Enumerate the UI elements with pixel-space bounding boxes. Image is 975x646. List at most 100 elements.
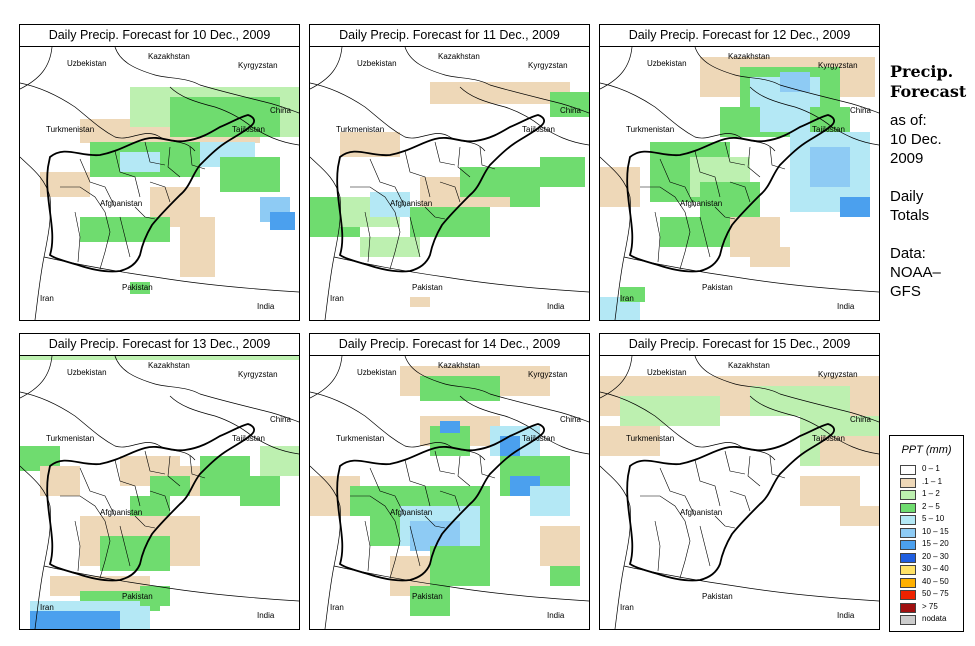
label-tajikistan: Tajikistan [232, 434, 265, 443]
border-line [20, 356, 53, 399]
border-line [251, 435, 299, 455]
province-line [364, 520, 371, 572]
label-uzbekistan: Uzbekistan [67, 368, 107, 377]
label-tajikistan: Tajikistan [812, 125, 845, 134]
as-of-date-line1: 10 Dec. [890, 131, 942, 148]
province-line [350, 495, 396, 522]
province-line [144, 141, 166, 166]
legend-swatch [900, 465, 916, 475]
label-kazakhstan: Kazakhstan [728, 52, 770, 61]
border-line [600, 156, 631, 320]
border-line [333, 256, 589, 293]
label-iran: Iran [40, 294, 54, 303]
country-labels: Kazakhstan Uzbekistan Kyrgyzstan China Turkm… [620, 361, 871, 620]
label-pakistan: Pakistan [412, 592, 443, 601]
precip-field [600, 57, 875, 320]
province-line [659, 467, 696, 517]
precip-cell [170, 97, 280, 137]
border-line [251, 126, 299, 146]
border-line [333, 565, 589, 602]
label-india: India [547, 611, 565, 620]
province-line [404, 459, 431, 507]
border-line [404, 356, 589, 423]
label-kazakhstan: Kazakhstan [728, 361, 770, 370]
province-line [434, 450, 456, 475]
precip-cell [410, 207, 490, 237]
border-line [310, 465, 341, 629]
country-labels: Kazakhstan Uzbekistan Kyrgyzstan China Turkm… [330, 52, 581, 311]
precip-cell [600, 167, 640, 207]
label-kyrgyzstan: Kyrgyzstan [238, 370, 278, 379]
province-line [189, 455, 206, 479]
province-line [389, 211, 401, 270]
precip-cell [180, 217, 215, 277]
label-pakistan: Pakistan [122, 592, 153, 601]
forecast-panel-dec-13: Daily Precip. Forecast for 13 Dec., 2009… [19, 333, 300, 630]
border-line [694, 47, 879, 114]
province-line [114, 150, 141, 198]
data-source-line2: NOAA– [890, 264, 941, 281]
border-line [749, 395, 833, 437]
precip-field [600, 376, 879, 526]
precip-cell [260, 446, 299, 476]
province-line [114, 459, 141, 507]
label-kyrgyzstan: Kyrgyzstan [528, 370, 568, 379]
precip-cell [280, 87, 299, 137]
precip-cell [220, 157, 280, 192]
border-line [114, 356, 299, 423]
province-line [729, 490, 751, 512]
label-pakistan: Pakistan [702, 283, 733, 292]
panel-title: Daily Precip. Forecast for 10 Dec., 2009 [20, 25, 299, 47]
label-turkmenistan: Turkmenistan [46, 434, 94, 443]
border-line [169, 395, 253, 437]
precip-field [310, 82, 589, 307]
province-line [659, 158, 696, 208]
precip-cell [600, 426, 660, 456]
precip-cell [240, 476, 280, 506]
border-line [623, 565, 879, 602]
province-line [350, 186, 396, 213]
precip-cell [100, 536, 170, 571]
province-line [714, 515, 736, 529]
province-line [167, 455, 181, 487]
precip-cell [430, 546, 490, 586]
province-line [679, 520, 691, 579]
label-tajikistan: Tajikistan [812, 434, 845, 443]
province-line [769, 146, 786, 170]
precip-cell [620, 396, 720, 426]
panel-title: Daily Precip. Forecast for 15 Dec., 2009 [600, 334, 879, 356]
country-labels: Kazakhstan Uzbekistan Kyrgyzstan China Turkm… [620, 52, 871, 311]
legend-label: 10 – 15 [922, 526, 949, 536]
province-line [74, 211, 81, 263]
precip-cell [410, 586, 450, 616]
label-uzbekistan: Uzbekistan [647, 59, 687, 68]
as-of-label: as of: [890, 112, 927, 129]
sidebar-title: Precip. Forecast [890, 62, 966, 102]
label-india: India [837, 302, 855, 311]
label-pakistan: Pakistan [122, 283, 153, 292]
precip-cell [30, 611, 120, 629]
legend-swatch [900, 565, 916, 575]
border-line [694, 356, 879, 423]
forecast-map-svg: Kazakhstan Uzbekistan Kyrgyzstan China Turkm… [310, 356, 589, 629]
precip-legend: PPT (mm) 0 – 1 .1 – 1 1 – 2 2 – 5 5 – 10 10 –… [889, 435, 964, 632]
forecast-map-svg: Kazakhstan Uzbekistan Kyrgyzstan China Turkm… [310, 47, 589, 320]
legend-label: 40 – 50 [922, 576, 949, 586]
province-line [640, 495, 686, 522]
precip-cell [430, 82, 570, 104]
precip-cell [20, 356, 299, 360]
province-line [369, 158, 406, 208]
precip-field [310, 366, 580, 616]
afghanistan-outline [626, 114, 835, 273]
border-line [600, 47, 633, 90]
province-line [99, 211, 111, 270]
precip-cell [510, 177, 540, 207]
label-kazakhstan: Kazakhstan [148, 361, 190, 370]
as-of-block: as of: 10 Dec. 2009 [890, 111, 942, 168]
province-line [439, 181, 461, 203]
legend-label: 2 – 5 [922, 501, 940, 511]
province-line [479, 455, 496, 479]
totals-line2: Totals [890, 207, 930, 224]
province-line [694, 150, 721, 198]
province-line [640, 186, 686, 213]
